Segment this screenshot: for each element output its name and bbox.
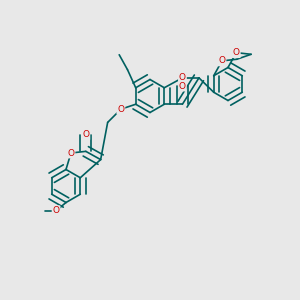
Text: O: O <box>117 105 124 114</box>
Text: O: O <box>233 48 240 57</box>
Text: O: O <box>82 130 89 139</box>
Text: O: O <box>179 82 186 91</box>
Text: O: O <box>218 56 226 65</box>
Text: O: O <box>179 73 186 82</box>
Text: O: O <box>68 148 74 158</box>
Text: O: O <box>52 206 60 215</box>
